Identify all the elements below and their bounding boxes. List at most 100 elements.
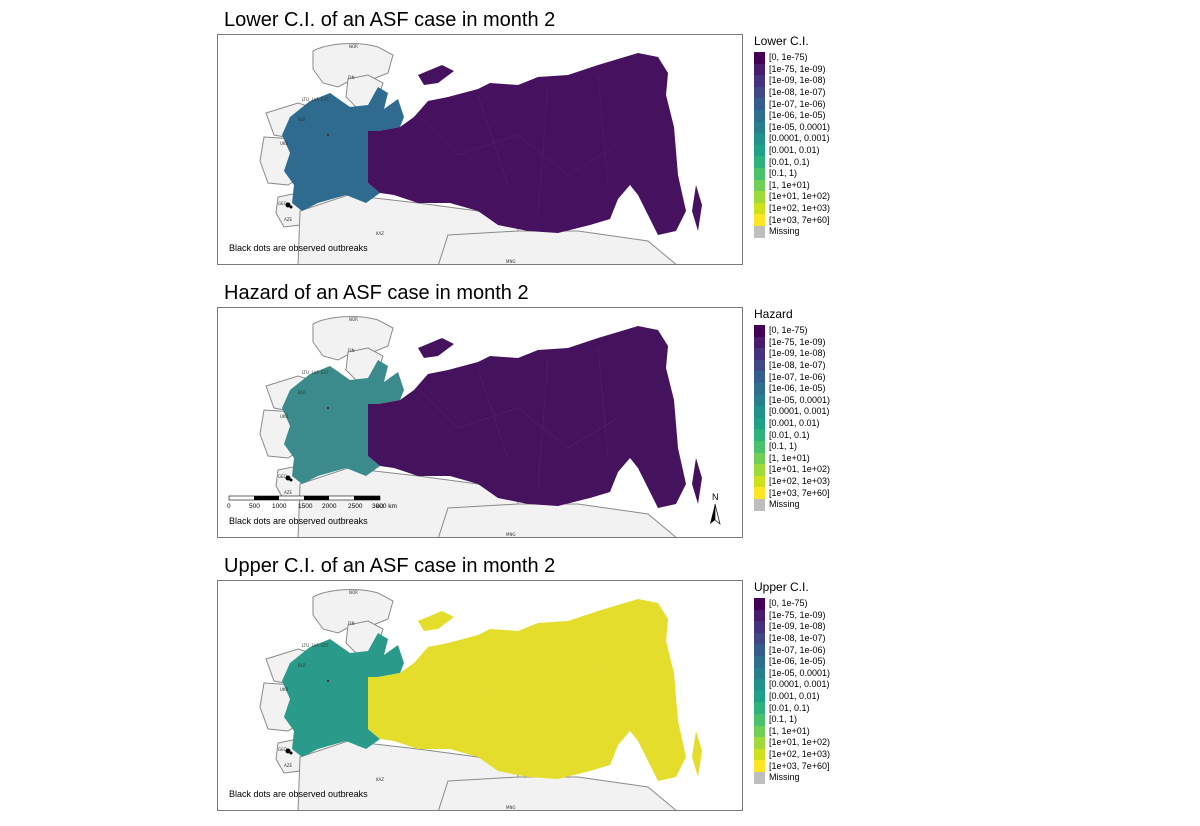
legend-swatch xyxy=(754,325,765,337)
legend-label: [1e+03, 7e+60] xyxy=(769,760,830,771)
russia-west-region xyxy=(282,633,404,757)
legend-swatch xyxy=(754,598,765,610)
legend-label: [1e-05, 0.0001) xyxy=(769,667,831,678)
label-aze: AZE xyxy=(284,490,292,495)
russia-arctic-islands xyxy=(418,611,454,631)
legend-swatch xyxy=(754,121,765,134)
legend-entry: [1, 1e+01) xyxy=(754,452,830,465)
scale-tick-label: 3000 km xyxy=(372,503,397,510)
legend-swatch xyxy=(754,52,765,64)
legend-label: [1e-07, 1e-06) xyxy=(769,98,826,109)
region-borders xyxy=(417,74,619,216)
legend-label: [1e-08, 1e-07) xyxy=(769,633,826,644)
legend-label: [1e-06, 1e-05) xyxy=(769,383,826,394)
label-fin: FIN xyxy=(348,75,354,80)
map-panel-2: Hazard of an ASF case in month 2 xyxy=(0,281,1200,553)
legend-label: [1e-07, 1e-06) xyxy=(769,644,826,655)
legend-label: [1e-06, 1e-05) xyxy=(769,110,826,121)
panel-title: Hazard of an ASF case in month 2 xyxy=(224,282,529,304)
legend-swatch xyxy=(754,179,765,192)
outbreak-dot xyxy=(327,134,329,136)
legend: Upper C.I. [0, 1e-75) [1e-75, 1e-09) [1e-0… xyxy=(754,580,830,784)
region-borders xyxy=(417,620,619,762)
neighbor-mongolia-china xyxy=(438,776,677,810)
map-panel-1: Lower C.I. of an ASF case in month 2 xyxy=(0,8,1200,280)
legend-label: [0.01, 0.1) xyxy=(769,156,810,167)
legend-entry: [1e-05, 0.0001) xyxy=(754,394,831,407)
legend-label: [0, 1e-75) xyxy=(769,325,808,336)
scale-tick-label: 2500 xyxy=(348,503,363,510)
legend-swatch xyxy=(754,748,765,761)
legend-swatch xyxy=(754,144,765,157)
legend-label: [1e-07, 1e-06) xyxy=(769,371,826,382)
legend-label: [1e-75, 1e-09) xyxy=(769,63,826,74)
legend-label: [0.0001, 0.001) xyxy=(769,679,830,690)
legend-entry: [1e+01, 1e+02) xyxy=(754,737,830,749)
neighbor-scandinavia xyxy=(312,43,394,88)
legend-title: Upper C.I. xyxy=(754,580,809,594)
legend-entry: [0.01, 0.1) xyxy=(754,156,830,168)
legend-swatch xyxy=(754,225,765,238)
legend-entry: [1e+02, 1e+03) xyxy=(754,202,831,215)
legend-label: Missing xyxy=(769,772,800,783)
legend-label: [0.0001, 0.001) xyxy=(769,406,830,417)
legend-entry: [0.1, 1) xyxy=(754,713,830,726)
legend-label: [1e-09, 1e-08) xyxy=(769,621,826,632)
russia-west-region xyxy=(282,87,404,211)
legend: Lower C.I. [0, 1e-75) [1e-75, 1e-09) [1e-0… xyxy=(754,34,830,238)
legend-entry: [0.01, 0.1) xyxy=(754,702,830,714)
label-nor: NOR xyxy=(349,317,358,322)
legend-entry: [1e-75, 1e-09) xyxy=(754,336,830,349)
legend-swatch xyxy=(754,737,765,749)
panel-title: Lower C.I. of an ASF case in month 2 xyxy=(224,9,556,31)
label-geo: GEO xyxy=(278,474,287,479)
legend-entry: [0, 1e-75) xyxy=(754,52,830,64)
russia-sakhalin xyxy=(692,458,702,504)
russia-sakhalin xyxy=(692,185,702,231)
outbreak-dot xyxy=(285,202,291,208)
legend-swatch xyxy=(754,156,765,168)
legend-label: [1e+02, 1e+03) xyxy=(769,203,831,214)
label-lva: LVA xyxy=(312,643,319,648)
outbreak-dot xyxy=(289,478,293,482)
outbreak-dot xyxy=(327,407,329,409)
scale-tick-label: 1500 xyxy=(298,503,313,510)
legend-swatch xyxy=(754,202,765,215)
legend-entry: [1e-09, 1e-08) xyxy=(754,75,830,87)
map-svg: NOR FIN LTU LVA EST BLR UKR GEO AZE KAZ … xyxy=(259,43,702,264)
legend-label: [1e-05, 0.0001) xyxy=(769,394,831,405)
legend-entry: [1e+02, 1e+03) xyxy=(754,475,830,488)
label-ltu: LTU xyxy=(302,643,309,648)
map-svg: NOR FIN LTU LVA EST BLR UKR GEO AZE KAZ … xyxy=(259,589,702,810)
scale-tick-label: 2000 xyxy=(322,503,337,510)
legend-entry: [0.1, 1) xyxy=(754,440,830,453)
legend-swatch xyxy=(754,475,765,488)
region-borders xyxy=(417,347,619,489)
legend-entry: [0.001, 0.01) xyxy=(754,690,830,703)
legend-swatch xyxy=(754,371,765,383)
label-ukr: UKR xyxy=(280,141,289,146)
label-kaz: KAZ xyxy=(376,777,384,782)
legend-swatch xyxy=(754,644,765,656)
legend-swatch xyxy=(754,359,765,372)
legend-swatch xyxy=(754,667,765,680)
legend-swatch xyxy=(754,690,765,703)
label-ukr: UKR xyxy=(280,687,289,692)
legend-entry: [1e-05, 0.0001) xyxy=(754,667,831,680)
legend-swatch xyxy=(754,406,765,418)
map-frame: NOR FIN LTU LVA EST BLR UKR GEO AZE KAZ … xyxy=(217,34,743,265)
legend-label: [0.01, 0.1) xyxy=(769,429,810,440)
legend-entry: [0.001, 0.01) xyxy=(754,144,830,157)
legend-swatch xyxy=(754,167,765,180)
legend-entry: [0.1, 1) xyxy=(754,167,830,180)
label-kaz: KAZ xyxy=(376,504,384,509)
scale-tick-label: 1000 xyxy=(272,503,287,510)
legend-entry: [1e-07, 1e-06) xyxy=(754,371,830,383)
legend-entry: [1e-08, 1e-07) xyxy=(754,632,830,645)
legend-swatch xyxy=(754,632,765,645)
north-arrow-icon: N xyxy=(710,492,721,525)
label-kaz: KAZ xyxy=(376,231,384,236)
legend-swatch xyxy=(754,702,765,714)
legend-swatch xyxy=(754,75,765,87)
legend-swatch xyxy=(754,713,765,726)
